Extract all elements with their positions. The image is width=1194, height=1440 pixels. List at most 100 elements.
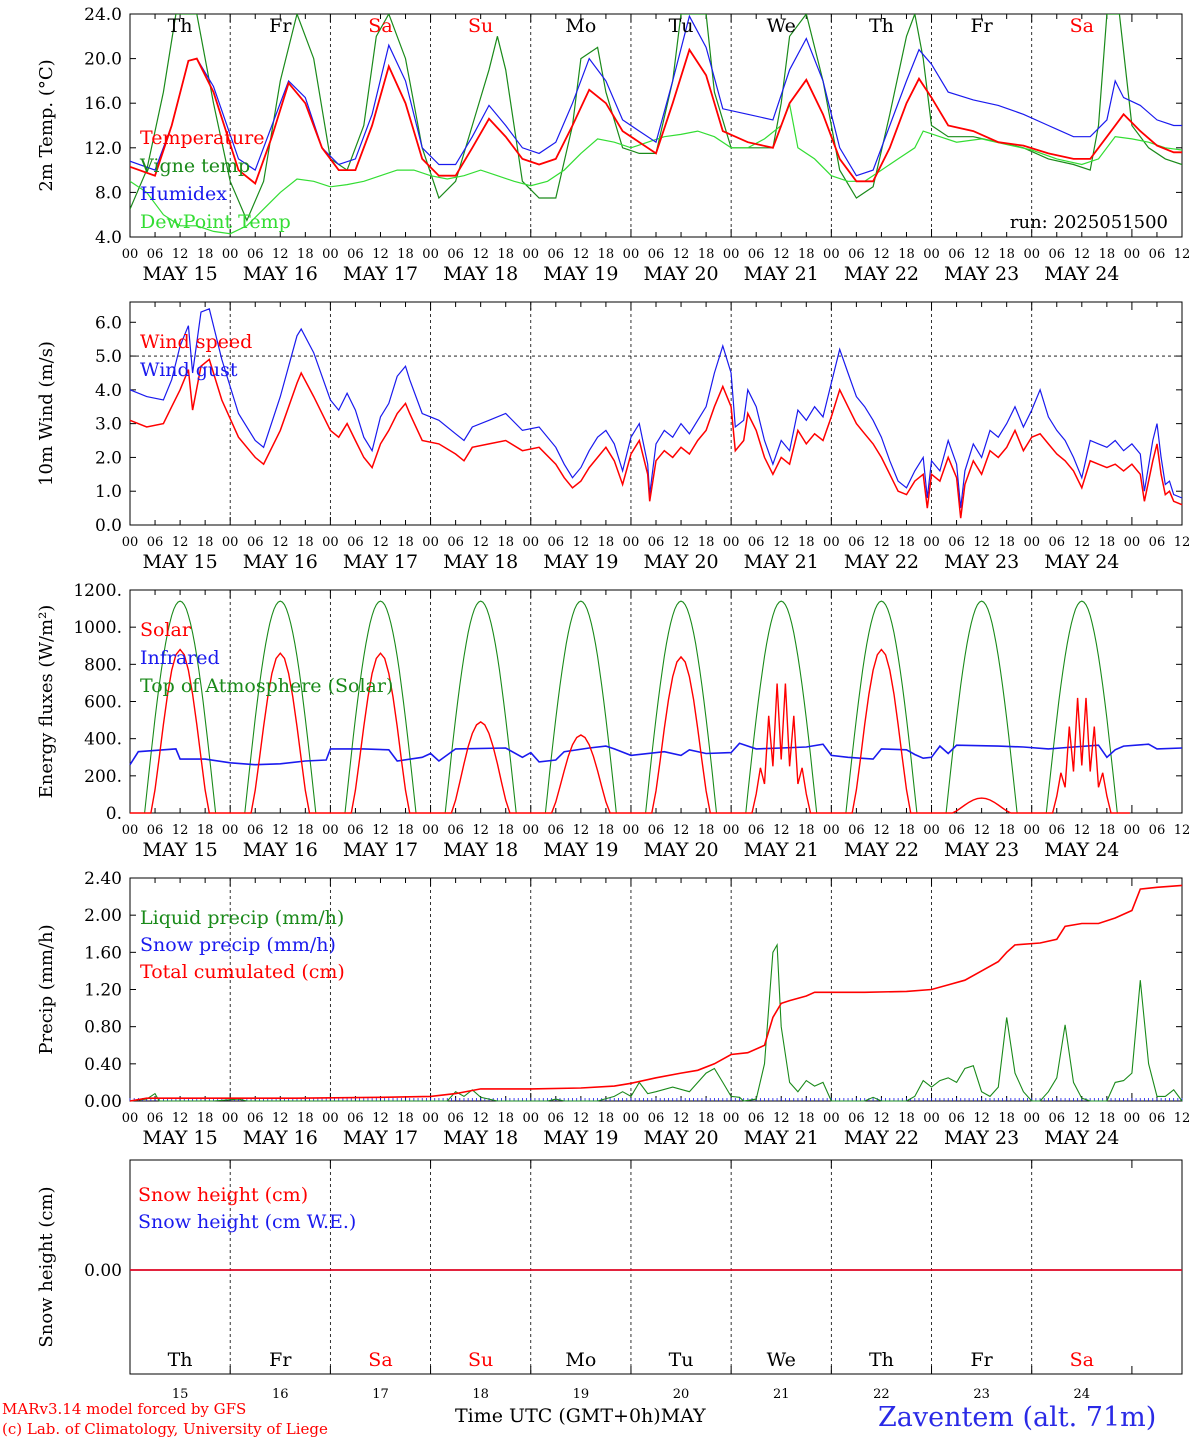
day-label: MAY 15: [143, 1127, 218, 1149]
hour-tick-label: 18: [998, 1111, 1015, 1126]
hour-tick-label: 12: [973, 535, 990, 550]
hour-tick-label: 18: [497, 535, 514, 550]
hour-tick-label: 00: [222, 823, 239, 838]
run-label: run: 2025051500: [1010, 212, 1168, 233]
hour-tick-label: 12: [272, 247, 289, 262]
day-name: Mo: [565, 1349, 596, 1371]
day-label: MAY 16: [243, 839, 318, 861]
hour-tick-label: 06: [848, 247, 865, 262]
y-tick-label: 3.0: [95, 415, 122, 435]
y-tick-label: 1.60: [84, 943, 122, 963]
hour-tick-label: 18: [698, 247, 715, 262]
day-label: MAY 17: [343, 839, 418, 861]
hour-tick-label: 00: [422, 535, 439, 550]
hour-tick-label: 18: [998, 823, 1015, 838]
hour-tick-label: 12: [1074, 535, 1091, 550]
hour-tick-label: 12: [372, 823, 389, 838]
hour-tick-label: 00: [522, 1111, 539, 1126]
model-credit: MARv3.14 model forced by GFS: [2, 1400, 247, 1418]
hour-tick-label: 12: [873, 535, 890, 550]
day-number: 17: [372, 1387, 389, 1402]
day-name: Fr: [970, 15, 993, 37]
hour-tick-label: 06: [1149, 247, 1166, 262]
hour-tick-label: 00: [122, 823, 139, 838]
hour-tick-label: 00: [1023, 823, 1040, 838]
hour-tick-label: 12: [472, 247, 489, 262]
y-axis-label: Energy fluxes (W/m²): [36, 605, 57, 799]
day-label: MAY 21: [744, 263, 819, 285]
hour-tick-label: 06: [1149, 823, 1166, 838]
hour-tick-label: 06: [648, 247, 665, 262]
hour-tick-label: 18: [598, 823, 615, 838]
day-label: MAY 21: [744, 551, 819, 573]
hour-tick-label: 18: [898, 247, 915, 262]
hour-tick-label: 06: [247, 823, 264, 838]
hour-tick-label: 12: [673, 1111, 690, 1126]
hour-tick-label: 00: [923, 535, 940, 550]
y-tick-label: 200.: [84, 767, 122, 787]
day-label: MAY 15: [143, 551, 218, 573]
hour-tick-label: 06: [1048, 247, 1065, 262]
legend-entry: Vigne temp: [139, 155, 250, 177]
day-name: Tu: [669, 1349, 694, 1371]
y-axis-label: Precip (mm/h): [36, 924, 57, 1054]
hour-tick-label: 00: [1023, 535, 1040, 550]
day-label: MAY 20: [643, 551, 718, 573]
day-label: MAY 18: [443, 551, 518, 573]
hour-tick-label: 06: [447, 823, 464, 838]
hour-tick-label: 00: [222, 247, 239, 262]
hour-tick-label: 00: [522, 823, 539, 838]
hour-tick-label: 06: [848, 1111, 865, 1126]
panel-temperature: 4.0 8.0 12.0 16.0 20.0 24.0 2m Temp. (°C) Th Fr S…: [36, 5, 1190, 285]
lab-credit: (c) Lab. of Climatology, University of L…: [2, 1420, 328, 1438]
day-label: MAY 22: [844, 839, 919, 861]
hour-tick-label: 00: [422, 247, 439, 262]
legend-entry: DewPoint Temp: [140, 211, 291, 233]
y-tick-label: 0.00: [84, 1261, 122, 1281]
hour-tick-label: 12: [773, 823, 790, 838]
hour-tick-label: 00: [1124, 535, 1141, 550]
time-axis-label: Time UTC (GMT+0h)MAY: [455, 1405, 706, 1427]
panel-snow: 0.00 Snow height (cm) Snow height (cm) Snow…: [36, 1159, 1183, 1402]
hour-tick-label: 06: [347, 247, 364, 262]
hour-tick-label: 18: [598, 535, 615, 550]
day-number: 16: [272, 1387, 289, 1402]
hour-tick-label: 00: [923, 247, 940, 262]
hour-tick-label: 06: [648, 823, 665, 838]
plot-frame: [129, 13, 1183, 238]
day-label: MAY 18: [443, 839, 518, 861]
y-tick-label: 2.40: [84, 869, 122, 889]
day-name: Sa: [1070, 15, 1094, 37]
series-dewpoint-temp: [130, 102, 1182, 235]
hour-tick-label: 18: [1099, 535, 1116, 550]
hour-tick-label: 12: [973, 823, 990, 838]
hour-tick-label: 00: [723, 247, 740, 262]
day-label: MAY 24: [1044, 1127, 1119, 1149]
day-number: 15: [172, 1387, 189, 1402]
hour-tick-label: 00: [923, 1111, 940, 1126]
day-name: Su: [468, 1349, 493, 1371]
hour-tick-label: 06: [147, 823, 164, 838]
hour-tick-label: 00: [723, 535, 740, 550]
day-number: 20: [673, 1387, 690, 1402]
hour-tick-label: 06: [347, 823, 364, 838]
hour-tick-label: 06: [147, 535, 164, 550]
hour-tick-label: 12: [372, 535, 389, 550]
legend-entry: Total cumulated (cm): [140, 961, 345, 983]
hour-tick-label: 12: [673, 247, 690, 262]
panel-wind: 0.0 1.0 2.0 3.0 4.0 5.0 6.0 10m Wind (m/s) Wind …: [36, 301, 1191, 573]
hour-tick-label: 18: [297, 823, 314, 838]
hour-tick-label: 00: [322, 1111, 339, 1126]
hour-tick-label: 18: [197, 1111, 214, 1126]
hour-tick-label: 18: [297, 247, 314, 262]
hour-tick-label: 00: [623, 1111, 640, 1126]
hour-tick-label: 00: [522, 535, 539, 550]
hour-tick-label: 18: [798, 823, 815, 838]
y-tick-label: 1000.: [73, 618, 122, 638]
hour-tick-label: 18: [397, 823, 414, 838]
y-tick-label: 4.0: [95, 228, 122, 248]
day-name: Sa: [368, 1349, 392, 1371]
day-name: Th: [869, 15, 894, 37]
hour-tick-label: 06: [548, 535, 565, 550]
hour-tick-label: 12: [1174, 535, 1191, 550]
